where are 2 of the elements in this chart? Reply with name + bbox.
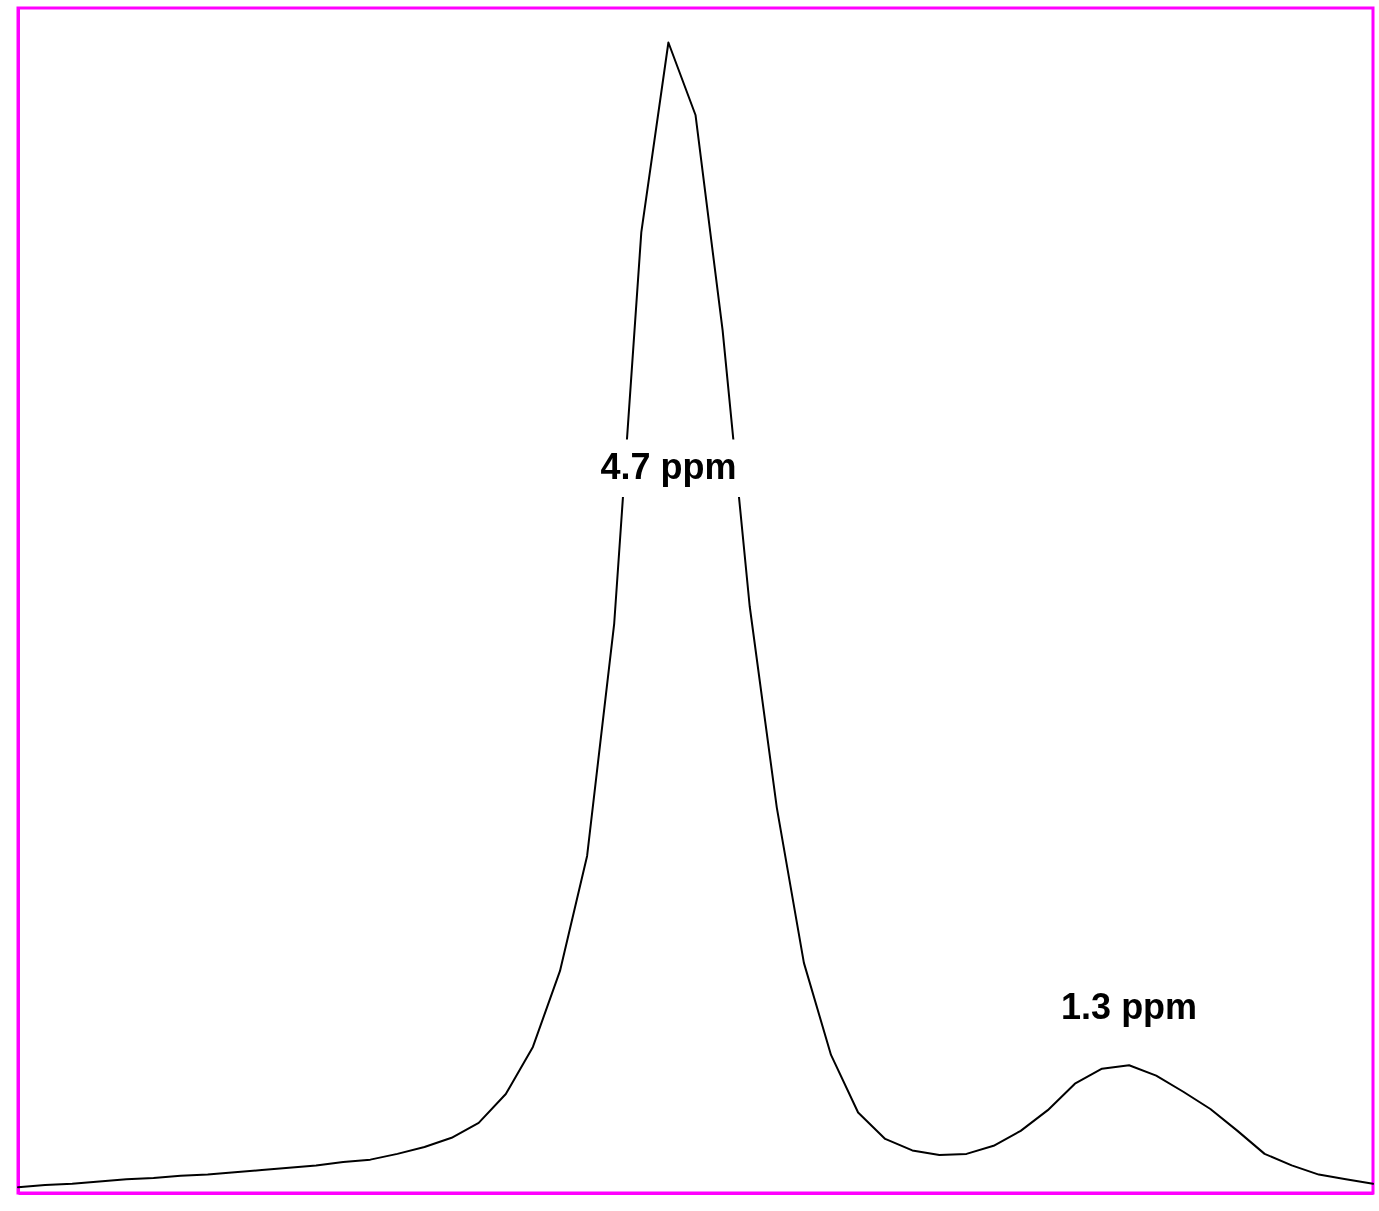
annotation: 1.3 ppm (1061, 985, 1198, 1027)
annotation: 4.7 ppm (600, 446, 737, 488)
